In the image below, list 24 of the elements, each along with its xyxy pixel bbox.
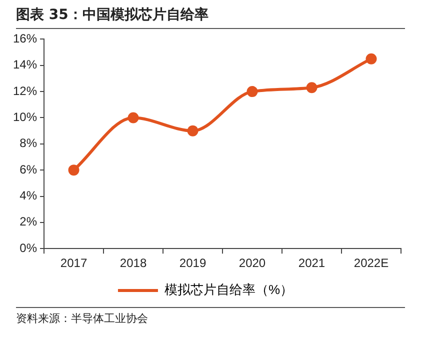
point xyxy=(128,112,139,124)
y-tick-label: 16% xyxy=(12,32,38,46)
x-tick-label: 2020 xyxy=(238,256,266,270)
y-tick-label: 4% xyxy=(20,188,38,203)
x-tick-label: 2017 xyxy=(60,256,88,270)
chart-title: 图表 35：中国模拟芯片自给率 xyxy=(16,6,405,29)
y-tick-label: 0% xyxy=(20,240,38,255)
legend-label: 模拟芯片自给率（%） xyxy=(164,282,294,298)
point xyxy=(187,125,198,136)
y-tick-label: 10% xyxy=(12,110,38,124)
x-tick-label: 2019 xyxy=(179,256,206,270)
x-tick-label: 2021 xyxy=(298,256,326,270)
x-tick-label: 2022E xyxy=(354,256,389,270)
y-tick-label: 12% xyxy=(12,84,38,98)
y-tick-label: 6% xyxy=(20,162,38,176)
y-tick-label: 2% xyxy=(20,214,38,229)
point xyxy=(246,86,258,98)
x-tick-label: 2018 xyxy=(120,256,147,270)
point xyxy=(306,82,318,94)
point xyxy=(68,164,80,176)
y-tick-label: 8% xyxy=(20,136,38,150)
y-tick-label: 14% xyxy=(12,58,38,72)
text: 资料来源：半导体工业协会 xyxy=(16,307,405,326)
point xyxy=(366,53,377,64)
